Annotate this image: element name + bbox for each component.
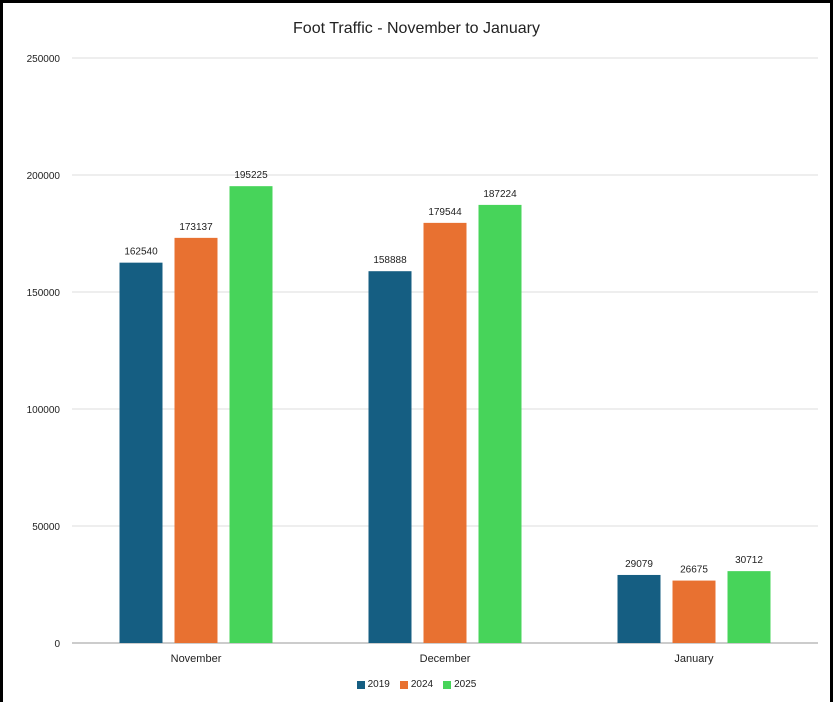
chart-title: Foot Traffic - November to January [293, 20, 540, 37]
data-label: 29079 [625, 559, 653, 570]
bar-2024-november [174, 237, 218, 643]
legend-item-2025: 2025 [443, 679, 476, 690]
legend-label: 2025 [454, 679, 477, 690]
data-label: 162540 [124, 247, 158, 258]
x-tick-label: December [420, 653, 471, 665]
legend-label: 2019 [367, 679, 390, 690]
chart-legend: 2019 2024 2025 [0, 679, 833, 690]
legend-item-2019: 2019 [356, 679, 390, 690]
bar-2019-january [617, 574, 661, 643]
data-label: 26675 [680, 565, 708, 576]
legend-swatch [443, 680, 452, 689]
legend-swatch [399, 680, 408, 689]
y-tick-label: 100000 [27, 405, 61, 416]
data-label: 195225 [234, 170, 268, 181]
y-tick-label: 0 [54, 639, 60, 650]
y-tick-label: 150000 [27, 288, 61, 299]
x-tick-label: November [171, 653, 222, 665]
bar-2025-january [727, 571, 771, 643]
bar-2024-december [423, 222, 467, 643]
data-label: 179544 [428, 207, 462, 218]
data-label: 30712 [735, 555, 763, 566]
bar-2019-december [368, 271, 412, 643]
bar-2025-december [478, 204, 522, 643]
y-tick-label: 200000 [27, 171, 61, 182]
data-label: 158888 [373, 255, 407, 266]
legend-swatch [356, 680, 365, 689]
bar-2019-november [119, 262, 163, 643]
y-tick-label: 50000 [32, 522, 60, 533]
x-tick-label: January [674, 653, 714, 665]
y-tick-label: 250000 [27, 54, 61, 65]
data-label: 187224 [483, 189, 517, 200]
bar-2025-november [229, 186, 273, 643]
data-label: 173137 [179, 222, 213, 233]
legend-item-2024: 2024 [399, 679, 434, 690]
legend-label: 2024 [410, 679, 434, 690]
bar-2024-january [672, 580, 716, 643]
